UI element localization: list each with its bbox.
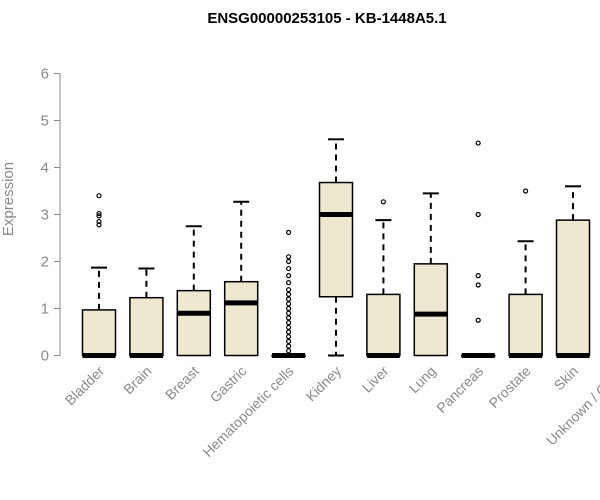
- box-9: [460, 140, 496, 358]
- y-tick-label: 6: [41, 66, 49, 83]
- outlier-point: [286, 287, 292, 293]
- outlier-point: [286, 280, 292, 286]
- x-tick-label: Pancreas: [433, 363, 486, 416]
- x-tick-label: Gastric: [207, 363, 250, 406]
- x-tick-label: Breast: [162, 363, 202, 403]
- box-iqr: [508, 293, 543, 357]
- chart-title: ENSG00000253105 - KB-1448A5.1: [207, 10, 446, 27]
- box-iqr: [413, 263, 449, 357]
- box-8: [413, 192, 449, 357]
- x-tick-label: Lung: [406, 363, 439, 396]
- outlier-point: [286, 305, 292, 312]
- box-iqr: [176, 289, 212, 357]
- box-iqr: [81, 309, 117, 357]
- box-1: [81, 193, 117, 358]
- y-axis: 0 1 2 3 4 5 6: [41, 66, 61, 365]
- outlier-point: [286, 296, 292, 302]
- x-tick-label: Kidney: [303, 363, 345, 405]
- outlier-point: [286, 343, 292, 349]
- box-iqr: [366, 293, 401, 357]
- outlier-point: [286, 258, 292, 265]
- y-tick-label: 4: [41, 160, 49, 177]
- outlier-point: [286, 291, 292, 297]
- outlier-point: [96, 218, 102, 225]
- y-tick-label: 0: [41, 348, 49, 365]
- box-iqr: [129, 296, 164, 357]
- outlier-point: [96, 222, 102, 228]
- outlier-point: [286, 273, 292, 279]
- box-iqr: [318, 181, 354, 298]
- outlier-point: [475, 211, 481, 218]
- outlier-point: [475, 317, 481, 323]
- box-iqr: [555, 219, 591, 357]
- outlier-point: [522, 188, 529, 194]
- x-tick-label: Bladder: [62, 363, 108, 409]
- y-tick-label: 1: [41, 301, 49, 318]
- outlier-point: [96, 210, 102, 217]
- outlier-point: [286, 229, 292, 235]
- x-tick-label: Skin: [551, 363, 582, 394]
- outlier-point: [380, 199, 386, 205]
- box-2: [129, 267, 164, 358]
- outlier-point: [286, 301, 292, 307]
- box-10: [508, 188, 543, 358]
- y-tick-label: 3: [41, 207, 49, 224]
- box-5: [271, 229, 306, 358]
- boxes: [81, 138, 591, 358]
- outlier-point: [286, 324, 292, 330]
- x-tick-label: Brain: [120, 363, 154, 397]
- y-axis-label: Expression: [0, 162, 17, 236]
- outlier-point: [286, 315, 292, 321]
- box-6: [318, 138, 354, 357]
- box-7: [366, 199, 401, 358]
- x-tick-label: Liver: [359, 363, 392, 396]
- outlier-point: [475, 140, 481, 146]
- box-11: [555, 185, 591, 358]
- outlier-point: [286, 265, 292, 272]
- outlier-point: [286, 329, 292, 335]
- box-4: [223, 200, 259, 357]
- box-iqr: [223, 280, 259, 357]
- x-tick-label: Prostate: [486, 363, 534, 411]
- outlier-point: [475, 282, 481, 288]
- outlier-point: [286, 338, 292, 344]
- outlier-point: [286, 310, 292, 316]
- outlier-point: [286, 254, 292, 260]
- outlier-point: [96, 213, 102, 219]
- y-tick-label: 5: [41, 113, 49, 130]
- outlier-point: [286, 348, 292, 354]
- outlier-point: [96, 193, 102, 199]
- outlier-point: [475, 273, 481, 279]
- box-3: [176, 225, 212, 357]
- y-tick-label: 2: [41, 254, 49, 271]
- outlier-point: [286, 334, 292, 340]
- outlier-point: [286, 320, 292, 326]
- x-tick-label: Hematopoietic cells: [200, 363, 297, 460]
